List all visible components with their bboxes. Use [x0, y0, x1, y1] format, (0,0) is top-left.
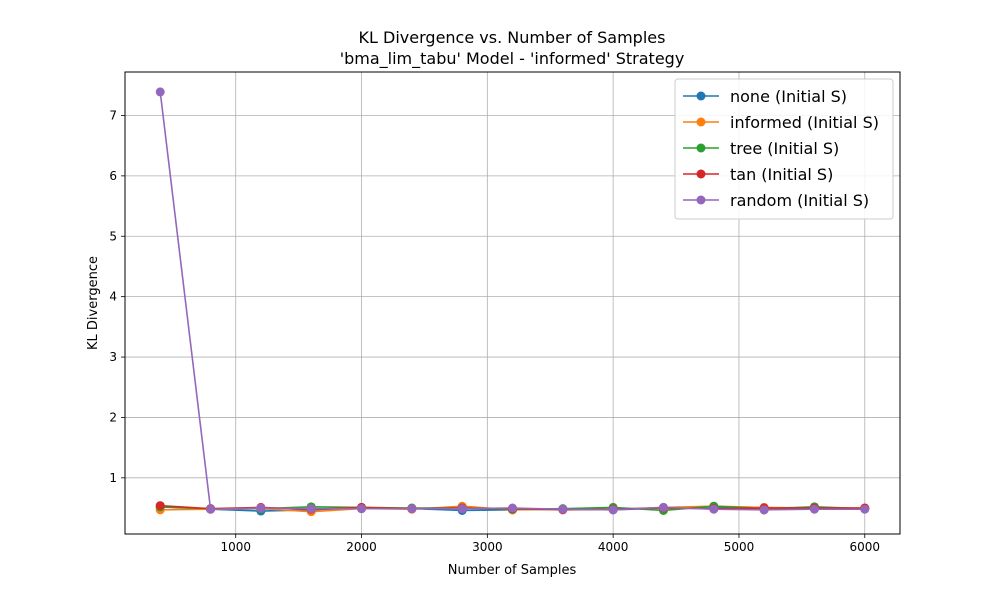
- legend-marker: [696, 117, 706, 127]
- y-axis-label: KL Divergence: [86, 256, 101, 350]
- legend-marker: [696, 143, 706, 153]
- legend: none (Initial S) informed (Initial S) tree…: [674, 78, 894, 220]
- data-point: [407, 504, 417, 514]
- y-tick-label: 1: [109, 471, 117, 485]
- legend-item: tree (Initial S): [683, 139, 839, 158]
- legend-item: tan (Initial S): [683, 165, 833, 184]
- chart-title: KL Divergence vs. Number of Samples: [359, 28, 666, 47]
- legend-label: random (Initial S): [730, 191, 869, 210]
- legend-label: tan (Initial S): [730, 165, 833, 184]
- y-tick-label: 2: [109, 410, 117, 424]
- data-point: [457, 504, 467, 514]
- y-tick-label: 3: [109, 350, 117, 364]
- y-tick-label: 4: [109, 290, 117, 304]
- x-tick-label: 1000: [220, 540, 251, 554]
- data-point: [357, 504, 367, 514]
- legend-marker: [696, 169, 706, 179]
- data-point: [558, 504, 568, 514]
- legend-item: none (Initial S): [683, 87, 847, 106]
- data-point: [155, 87, 165, 97]
- series-group: [155, 87, 870, 517]
- legend-item: random (Initial S): [683, 191, 869, 210]
- x-axis-label: Number of Samples: [448, 563, 577, 578]
- data-point: [608, 505, 618, 515]
- y-tick-label: 5: [109, 229, 117, 243]
- x-tick-label: 4000: [598, 540, 629, 554]
- data-point: [206, 504, 216, 514]
- legend-label: informed (Initial S): [730, 113, 879, 132]
- y-tick-label: 7: [109, 108, 117, 122]
- data-point: [709, 504, 719, 514]
- legend-marker: [696, 195, 706, 205]
- chart-subtitle: 'bma_lim_tabu' Model - 'informed' Strate…: [340, 49, 685, 69]
- legend-label: none (Initial S): [730, 87, 847, 106]
- x-tick-label: 5000: [724, 540, 755, 554]
- data-point: [306, 504, 316, 514]
- legend-marker: [696, 91, 706, 101]
- data-point: [256, 503, 266, 513]
- data-point: [759, 505, 769, 515]
- data-point: [155, 501, 165, 511]
- data-point: [809, 504, 819, 514]
- y-tick-label: 6: [109, 169, 117, 183]
- x-tick-label: 6000: [849, 540, 880, 554]
- data-point: [508, 503, 517, 513]
- series-4: [155, 87, 870, 515]
- plot-frame: [124, 71, 901, 535]
- x-tick-label: 3000: [472, 540, 503, 554]
- legend-label: tree (Initial S): [730, 139, 839, 158]
- legend-box: [674, 78, 894, 220]
- data-point: [658, 502, 668, 512]
- data-point: [860, 504, 870, 514]
- axis-ticks: 1000 2000 3000 4000 5000 6000 1 2 3 4 5 6 7: [109, 108, 880, 554]
- legend-item: informed (Initial S): [683, 113, 879, 132]
- x-tick-label: 2000: [346, 540, 377, 554]
